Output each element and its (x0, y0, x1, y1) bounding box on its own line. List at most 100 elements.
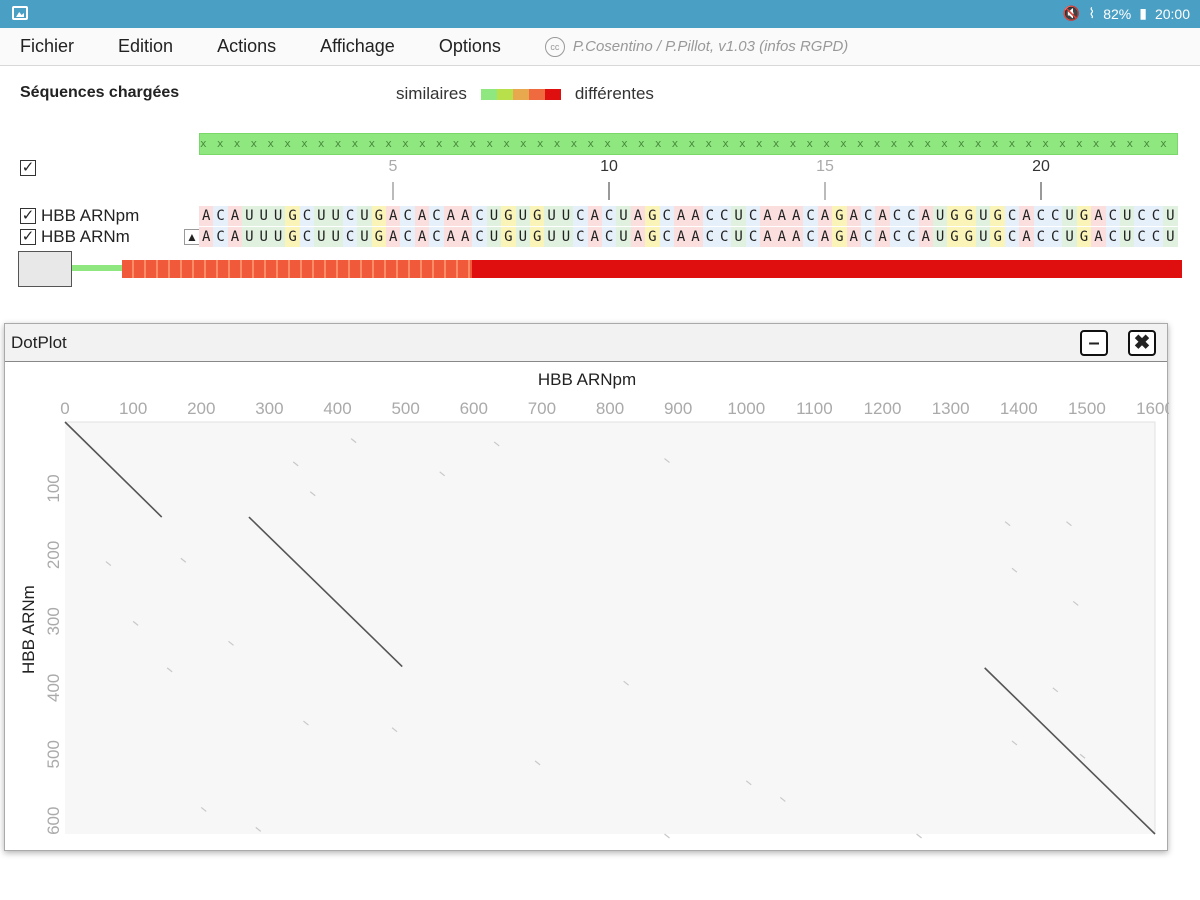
nucleotide: U (976, 227, 991, 247)
nucleotide: C (717, 227, 732, 247)
nucleotide: A (817, 227, 833, 247)
faint-dot (350, 438, 357, 444)
nucleotide: U (616, 206, 631, 226)
menu-actions[interactable]: Actions (217, 36, 277, 56)
nucleotide: C (702, 206, 718, 226)
alignment-overview[interactable] (18, 251, 1182, 287)
window-title: DotPlot (11, 332, 67, 352)
nucleotide: A (443, 227, 459, 247)
nucleotide: C (1004, 227, 1020, 247)
x-tick-label: 1100 (796, 399, 833, 418)
nucleotide: A (414, 206, 430, 226)
nucleotide: C (342, 206, 358, 226)
menu-options[interactable]: Options (438, 36, 501, 56)
legend-swatch (512, 88, 529, 100)
nucleotide: C (429, 206, 444, 226)
nucleotide: A (789, 206, 804, 226)
nucleotide: G (371, 227, 387, 247)
nucleotide: C (1033, 227, 1049, 247)
nucleotide: U (616, 227, 631, 247)
nucleotide: U (1163, 206, 1178, 226)
y-tick-label: 300 (44, 607, 63, 635)
nucleotide: U (1120, 206, 1135, 226)
faint-dot (1066, 521, 1072, 527)
legend-swatch (544, 88, 561, 100)
faint-dot (1011, 567, 1018, 573)
nucleotide: U (486, 227, 502, 247)
faint-dot (309, 491, 316, 497)
nucleotide: G (501, 206, 516, 226)
nucleotide: C (745, 227, 761, 247)
nucleotide: G (1076, 206, 1092, 226)
nucleotide: C (745, 206, 761, 226)
x-tick-label: 0 (60, 399, 69, 418)
nucleotide: C (1004, 206, 1020, 226)
nucleotide: A (688, 227, 703, 247)
nucleotide: U (1120, 227, 1135, 247)
faint-dot (255, 826, 262, 832)
close-button[interactable]: ✖ (1128, 330, 1156, 356)
x-tick-label: 300 (255, 399, 283, 418)
consensus-bar: x x x x x x x x x x x x x x x x x x x x … (199, 133, 1178, 155)
nucleotide: G (961, 227, 977, 247)
nucleotide: U (1062, 206, 1077, 226)
nucleotide: A (227, 227, 243, 247)
match-diagonal (248, 516, 403, 668)
nucleotide: U (270, 206, 286, 226)
nucleotide: G (947, 227, 962, 247)
nucleotide: C (717, 206, 732, 226)
nucleotide: G (285, 227, 300, 247)
plot-frame (65, 421, 1156, 834)
battery-icon: ▮ (1139, 5, 1147, 21)
nucleotide: C (299, 206, 315, 226)
sequence-checkbox[interactable]: ✓ (20, 228, 36, 245)
sequence-name: HBB ARNpm (41, 206, 140, 225)
x-tick-label: 600 (460, 399, 488, 418)
y-tick-label: 600 (44, 807, 63, 835)
overview-viewport[interactable] (18, 251, 72, 287)
nucleotide: C (860, 206, 876, 226)
nucleotide: U (731, 206, 746, 226)
x-tick-label: 1600 (1136, 399, 1169, 418)
faint-dot (916, 833, 922, 839)
nucleotide: G (990, 206, 1005, 226)
menu-edition[interactable]: Edition (118, 36, 174, 56)
nucleotide: C (299, 227, 315, 247)
overview-mixed-segment (122, 260, 474, 278)
nucleotide: U (314, 227, 329, 247)
legend-similar: similaires (396, 84, 467, 103)
faint-dot (534, 760, 541, 766)
nucleotide: A (760, 227, 775, 247)
legend-color-bar (480, 88, 561, 100)
nucleotide: G (1076, 227, 1092, 247)
faint-dot (623, 680, 629, 686)
nucleotide: A (875, 206, 890, 226)
menu-fichier[interactable]: Fichier (20, 36, 75, 56)
sequence-checkbox[interactable]: ✓ (20, 207, 36, 224)
menu-affichage[interactable]: Affichage (320, 36, 395, 56)
nucleotide: C (889, 227, 905, 247)
nucleotide: A (1091, 206, 1106, 226)
select-all-checkbox[interactable]: ✓ (20, 159, 36, 176)
nucleotide: C (400, 227, 415, 247)
window-titlebar[interactable]: DotPlot (5, 324, 1167, 362)
minimize-button[interactable]: – (1080, 330, 1108, 356)
faint-dot (779, 796, 786, 802)
y-tick-label: 400 (44, 674, 63, 702)
nucleotide: A (846, 227, 861, 247)
gallery-icon (12, 6, 28, 20)
status-right: 🔇 ⌇ 82% ▮ 20:00 (1063, 5, 1190, 22)
nucleotide: A (386, 227, 401, 247)
credits[interactable]: cc P.Cosentino / P.Pillot, v1.03 (infos … (544, 36, 848, 57)
nucleotide: C (601, 206, 617, 226)
nucleotide: C (472, 206, 487, 226)
nucleotide: C (803, 206, 818, 226)
nucleotide: U (486, 206, 502, 226)
nucleotide: G (961, 206, 977, 226)
faint-dot (664, 458, 670, 464)
nucleotide: A (458, 227, 473, 247)
nucleotide: C (1048, 227, 1063, 247)
triangle-up-icon[interactable]: ▲ (184, 229, 200, 245)
